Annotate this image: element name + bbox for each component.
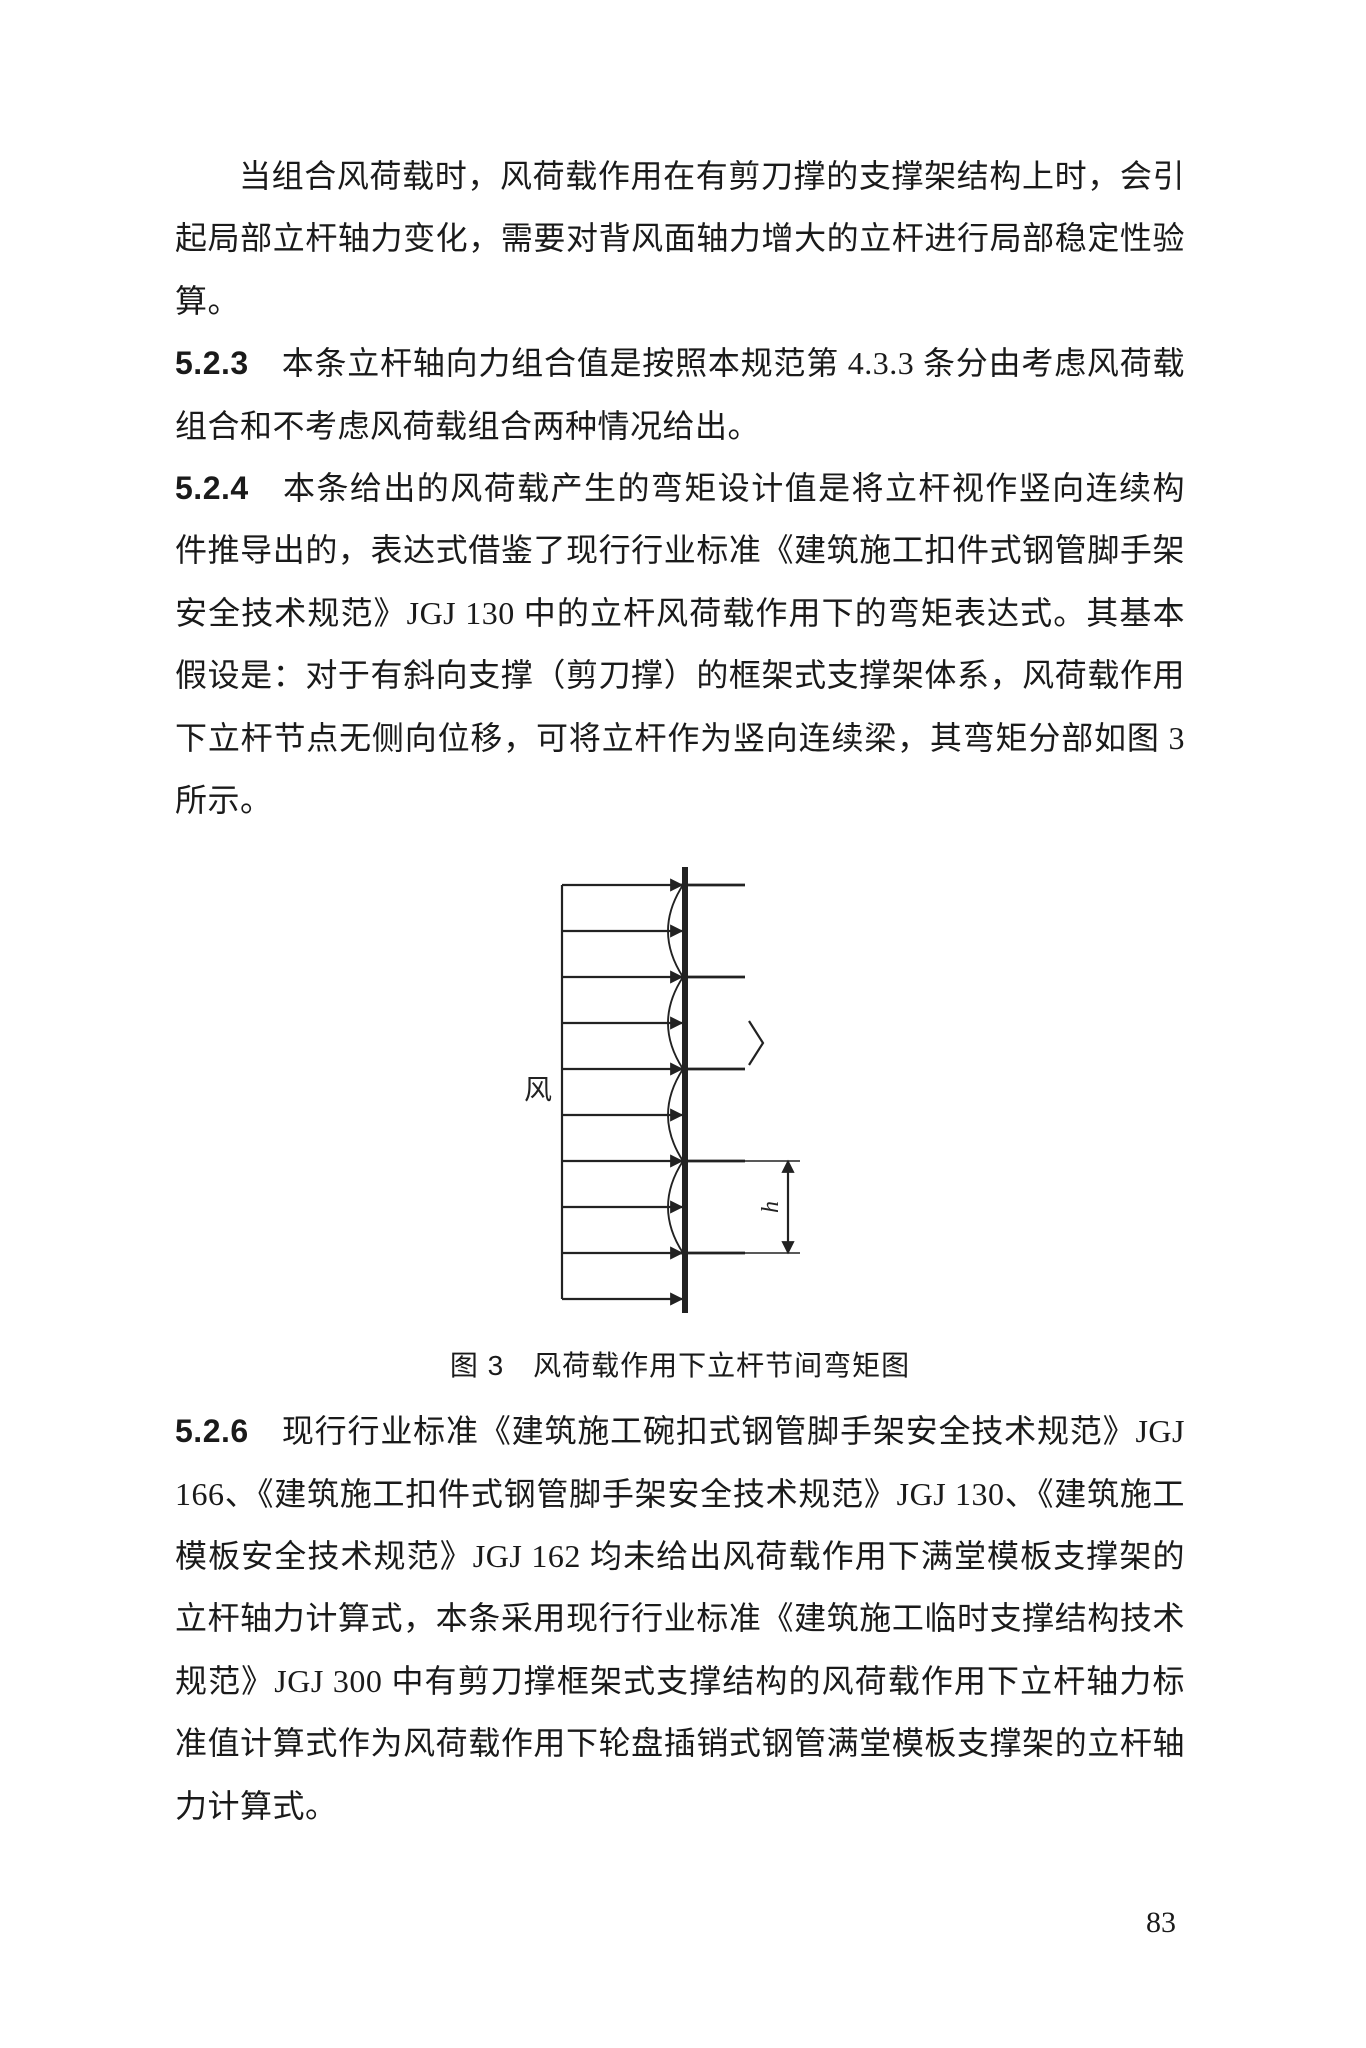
clause-text: 本条立杆轴向力组合值是按照本规范第 4.3.3 条分由考虑风荷载组合和不考虑风荷… bbox=[175, 345, 1185, 443]
svg-text:h: h bbox=[758, 1201, 784, 1213]
clause-5-2-6: 5.2.6 现行行业标准《建筑施工碗扣式钢管脚手架安全技术规范》JGJ 166、… bbox=[175, 1400, 1185, 1837]
figure-3-diagram: 风h bbox=[490, 855, 870, 1325]
clause-number: 5.2.4 bbox=[175, 470, 249, 506]
page-number: 83 bbox=[1146, 1906, 1176, 1940]
page-content: 当组合风荷载时，风荷载作用在有剪刀撑的支撑架结构上时，会引起局部立杆轴力变化，需… bbox=[175, 145, 1185, 1837]
paragraph-intro: 当组合风荷载时，风荷载作用在有剪刀撑的支撑架结构上时，会引起局部立杆轴力变化，需… bbox=[175, 145, 1185, 332]
figure-3: 风h 图 3 风荷载作用下立杆节间弯矩图 bbox=[175, 855, 1185, 1384]
clause-number: 5.2.6 bbox=[175, 1413, 249, 1449]
svg-text:风: 风 bbox=[524, 1075, 552, 1106]
clause-5-2-3: 5.2.3 本条立杆轴向力组合值是按照本规范第 4.3.3 条分由考虑风荷载组合… bbox=[175, 332, 1185, 457]
clause-number: 5.2.3 bbox=[175, 345, 249, 381]
clause-5-2-4: 5.2.4 本条给出的风荷载产生的弯矩设计值是将立杆视作竖向连续构件推导出的，表… bbox=[175, 457, 1185, 831]
figure-3-caption: 图 3 风荷载作用下立杆节间弯矩图 bbox=[175, 1344, 1185, 1384]
clause-text: 现行行业标准《建筑施工碗扣式钢管脚手架安全技术规范》JGJ 166、《建筑施工扣… bbox=[175, 1413, 1185, 1823]
clause-text: 本条给出的风荷载产生的弯矩设计值是将立杆视作竖向连续构件推导出的，表达式借鉴了现… bbox=[175, 470, 1185, 818]
